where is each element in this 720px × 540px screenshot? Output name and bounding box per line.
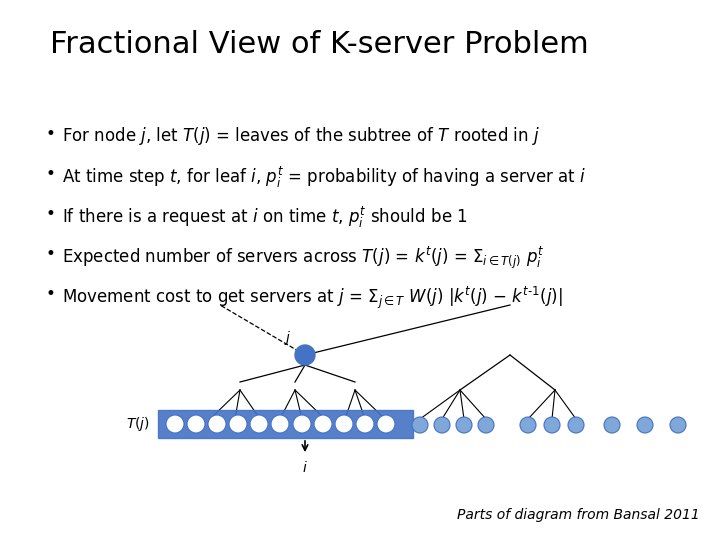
Circle shape: [637, 417, 653, 433]
Circle shape: [250, 415, 268, 433]
Circle shape: [293, 415, 311, 433]
Circle shape: [520, 417, 536, 433]
Text: For node $j$, let $T$($j$) = leaves of the subtree of $T$ rooted in $j$: For node $j$, let $T$($j$) = leaves of t…: [62, 125, 540, 147]
Text: •: •: [46, 205, 56, 223]
Text: Movement cost to get servers at $j$ = $\Sigma_{j\in T}$ $W$($j$) $|k^t$($j$) $-$: Movement cost to get servers at $j$ = $\…: [62, 285, 562, 311]
Text: $i$: $i$: [302, 460, 308, 475]
Text: $j$: $j$: [284, 329, 291, 347]
Text: •: •: [46, 245, 56, 263]
Text: At time step $t$, for leaf $i$, $p_i^t$ = probability of having a server at $i$: At time step $t$, for leaf $i$, $p_i^t$ …: [62, 165, 586, 190]
Circle shape: [456, 417, 472, 433]
Text: •: •: [46, 165, 56, 183]
Circle shape: [670, 417, 686, 433]
Circle shape: [544, 417, 560, 433]
Text: •: •: [46, 285, 56, 303]
Circle shape: [377, 415, 395, 433]
Text: If there is a request at $i$ on time $t$, $p_i^t$ should be 1: If there is a request at $i$ on time $t$…: [62, 205, 468, 230]
Circle shape: [229, 415, 247, 433]
Circle shape: [295, 345, 315, 365]
Circle shape: [314, 415, 332, 433]
Circle shape: [434, 417, 450, 433]
Circle shape: [604, 417, 620, 433]
Circle shape: [208, 415, 226, 433]
Circle shape: [166, 415, 184, 433]
Text: Expected number of servers across $T$($j$) = $k^t$($j$) = $\Sigma_{i\in T(j)}$ $: Expected number of servers across $T$($j…: [62, 245, 544, 271]
Circle shape: [271, 415, 289, 433]
Text: Parts of diagram from Bansal 2011: Parts of diagram from Bansal 2011: [457, 508, 700, 522]
Bar: [158, 410, 413, 438]
Circle shape: [356, 415, 374, 433]
Circle shape: [412, 417, 428, 433]
Circle shape: [187, 415, 205, 433]
Circle shape: [335, 415, 353, 433]
Circle shape: [568, 417, 584, 433]
Text: $T(j)$: $T(j)$: [126, 415, 150, 433]
Text: •: •: [46, 125, 56, 143]
Circle shape: [478, 417, 494, 433]
Text: Fractional View of K-server Problem: Fractional View of K-server Problem: [50, 30, 589, 59]
